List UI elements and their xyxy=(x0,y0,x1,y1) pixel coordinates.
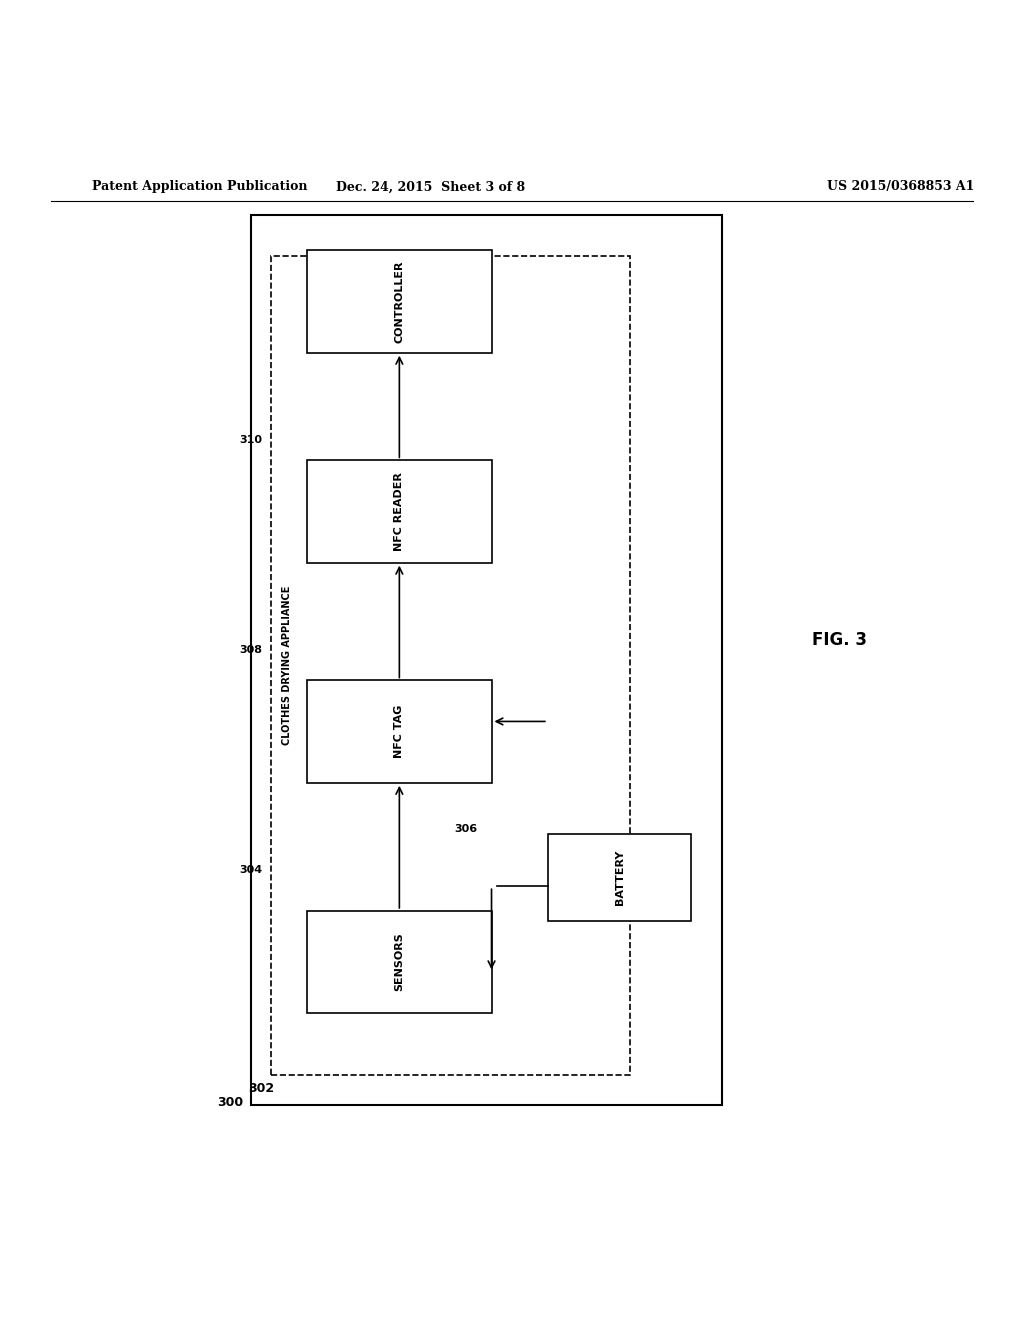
Text: CONTROLLER: CONTROLLER xyxy=(394,260,404,343)
Bar xyxy=(307,251,492,352)
Text: NFC READER: NFC READER xyxy=(394,473,404,550)
Text: FIG. 3: FIG. 3 xyxy=(812,631,867,648)
Text: Dec. 24, 2015  Sheet 3 of 8: Dec. 24, 2015 Sheet 3 of 8 xyxy=(336,181,524,194)
Text: CLOTHES DRYING APPLIANCE: CLOTHES DRYING APPLIANCE xyxy=(282,586,292,744)
Text: 310: 310 xyxy=(240,434,262,445)
Text: 306: 306 xyxy=(455,824,477,834)
Bar xyxy=(548,834,691,921)
Text: 300: 300 xyxy=(217,1096,244,1109)
Text: 304: 304 xyxy=(240,865,262,875)
Text: NFC TAG: NFC TAG xyxy=(394,705,404,759)
Text: US 2015/0368853 A1: US 2015/0368853 A1 xyxy=(827,181,975,194)
Bar xyxy=(307,911,492,1014)
Bar xyxy=(271,256,630,1074)
Bar xyxy=(251,215,722,1105)
Text: 308: 308 xyxy=(240,644,262,655)
Bar xyxy=(307,681,492,783)
Text: BATTERY: BATTERY xyxy=(614,850,625,906)
Text: SENSORS: SENSORS xyxy=(394,933,404,991)
Text: Patent Application Publication: Patent Application Publication xyxy=(92,181,307,194)
Bar xyxy=(307,461,492,562)
Text: 302: 302 xyxy=(248,1081,274,1094)
